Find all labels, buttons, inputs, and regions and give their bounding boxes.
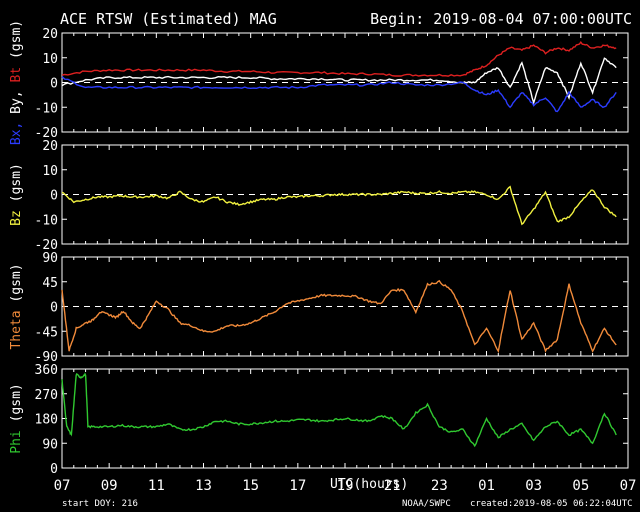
y-tick-label: 360 — [35, 363, 58, 378]
y-tick-label: -20 — [35, 126, 58, 141]
y-axis-label: Theta (gsm) — [9, 263, 24, 349]
panel-2: 90 45 0 -45 -90 Theta (gsm) — [9, 251, 629, 365]
y-tick-label: 0 — [50, 301, 58, 316]
y-tick-label: -10 — [35, 213, 58, 228]
x-tick-label: 05 — [572, 478, 589, 494]
y-axis-label: Phi (gsm) — [9, 383, 24, 453]
start-doy: start DOY: 216 — [62, 499, 138, 509]
y-axis-label: Bx, By, Bt (gsm) — [9, 20, 24, 145]
y-tick-label: 0 — [50, 462, 58, 477]
y-tick-label: 0 — [50, 77, 58, 92]
y-tick-label: 45 — [42, 276, 58, 291]
y-tick-label: 90 — [42, 251, 58, 266]
y-axis-label-part: Theta — [9, 310, 24, 349]
x-tick-label: 01 — [478, 478, 495, 494]
panel-3: 360 270 180 90 0 Phi (gsm) — [9, 363, 629, 477]
y-tick-label: 10 — [42, 52, 58, 67]
series-by — [61, 57, 617, 106]
x-tick-label: 07 — [54, 478, 71, 494]
series-bx — [61, 76, 617, 113]
panel-0: 20 10 0 -10 -20 Bx, By, Bt (gsm) — [9, 20, 629, 145]
y-tick-label: -45 — [35, 325, 58, 340]
y-axis-label-part: (gsm) — [9, 163, 24, 210]
x-tick-label: 03 — [525, 478, 542, 494]
series-phi — [61, 372, 617, 448]
x-tick-label: 11 — [148, 478, 165, 494]
x-tick-label: 07 — [620, 478, 637, 494]
y-axis-label-part: Bt — [9, 67, 24, 90]
x-tick-label: 09 — [101, 478, 118, 494]
y-axis-label-part: Phi — [9, 430, 24, 453]
series-bz — [61, 185, 617, 226]
series-bt — [61, 41, 617, 77]
created-time: created:2019-08-05 06:22:04UTC — [470, 499, 633, 509]
x-tick-label: 23 — [431, 478, 448, 494]
y-tick-label: -20 — [35, 238, 58, 253]
x-axis-label: UTC(hours) — [330, 477, 408, 492]
begin-time: Begin: 2019-08-04 07:00:00UTC — [370, 10, 632, 28]
y-tick-label: 20 — [42, 27, 58, 42]
y-axis-label-part: Bx, — [9, 122, 24, 145]
y-tick-label: 20 — [42, 139, 58, 154]
source-label: NOAA/SWPC — [402, 499, 451, 509]
y-axis-label-part: (gsm) — [9, 263, 24, 310]
y-tick-label: -10 — [35, 101, 58, 116]
x-tick-label: 13 — [195, 478, 212, 494]
chart-title: ACE RTSW (Estimated) MAG — [60, 10, 277, 28]
y-axis-label-part: (gsm) — [9, 20, 24, 67]
x-tick-label: 17 — [289, 478, 306, 494]
y-axis-label-part: (gsm) — [9, 383, 24, 430]
x-tick-label: 21 — [384, 478, 401, 494]
y-tick-label: 10 — [42, 164, 58, 179]
y-axis-label: Bz (gsm) — [9, 163, 24, 226]
y-tick-label: 90 — [42, 437, 58, 452]
series-theta — [61, 279, 617, 354]
y-tick-label: -90 — [35, 350, 58, 365]
y-tick-label: 0 — [50, 189, 58, 204]
x-tick-label: 15 — [242, 478, 259, 494]
y-axis-label-part: Bz — [9, 210, 24, 226]
x-tick-label: 19 — [337, 478, 354, 494]
y-tick-label: 270 — [35, 388, 58, 403]
panel-1: 20 10 0 -10 -20 Bz (gsm) — [9, 139, 629, 253]
y-tick-label: 180 — [35, 413, 58, 428]
y-axis-label-part: By, — [9, 90, 24, 121]
